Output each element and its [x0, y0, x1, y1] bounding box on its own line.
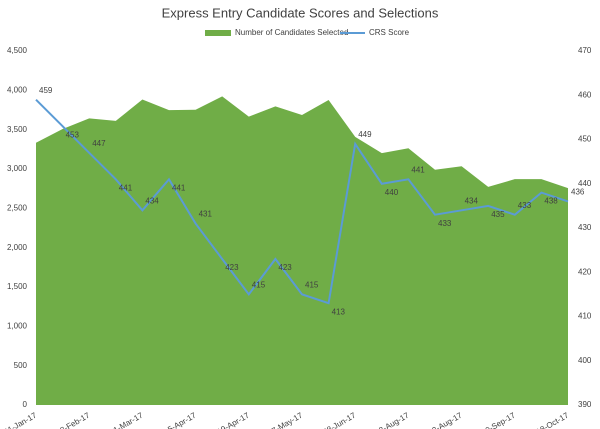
x-tick-label: 2-Aug-17 [377, 410, 410, 429]
x-tick-label: 1-Mar-17 [112, 410, 145, 429]
data-label: 447 [92, 139, 106, 148]
y-tick-label: 3,500 [7, 125, 28, 134]
data-label: 441 [119, 183, 133, 192]
data-label: 440 [385, 188, 399, 197]
y-tick-label: 2,500 [7, 203, 28, 212]
y2-tick-label: 450 [578, 135, 592, 144]
legend-label: CRS Score [369, 28, 410, 37]
data-label: 433 [518, 201, 532, 210]
y2-tick-label: 390 [578, 400, 592, 409]
y-tick-label: 500 [14, 361, 28, 370]
data-label: 431 [199, 210, 213, 219]
x-tick-label: 17-May-17 [266, 410, 304, 429]
y2-tick-label: 420 [578, 267, 592, 276]
data-label: 441 [411, 165, 425, 174]
x-tick-label: 23-Aug-17 [427, 410, 464, 429]
data-label: 433 [438, 219, 452, 228]
x-tick-label: 20-Sep-17 [480, 410, 517, 429]
data-label: 413 [332, 307, 346, 316]
y2-tick-label: 440 [578, 179, 592, 188]
legend-label: Number of Candidates Selected [235, 28, 348, 37]
data-label: 436 [571, 188, 585, 197]
data-label: 459 [39, 86, 53, 95]
y-tick-label: 1,500 [7, 282, 28, 291]
data-label: 415 [252, 280, 266, 289]
y-tick-label: 4,500 [7, 46, 28, 55]
data-label: 423 [278, 263, 292, 272]
x-tick-label: 5-Apr-17 [166, 410, 198, 429]
y2-tick-label: 460 [578, 90, 592, 99]
y-tick-label: 0 [23, 400, 28, 409]
y-tick-label: 3,000 [7, 164, 28, 173]
data-label: 438 [544, 197, 558, 206]
y2-tick-label: 410 [578, 312, 592, 321]
data-label: 435 [491, 210, 505, 219]
area [36, 96, 568, 406]
data-label: 434 [465, 196, 479, 205]
x-tick-label: 18-Oct-17 [535, 410, 571, 429]
data-label: 415 [305, 280, 319, 289]
data-label: 423 [225, 263, 239, 272]
legend-swatch [205, 30, 231, 36]
y-tick-label: 2,000 [7, 243, 28, 252]
x-tick-label: 11-Jan-17 [3, 410, 39, 429]
y-tick-label: 1,000 [7, 321, 28, 330]
y2-tick-label: 470 [578, 46, 592, 55]
x-tick-label: 28-Jun-17 [322, 410, 358, 429]
y-tick-label: 4,000 [7, 85, 28, 94]
y2-tick-label: 400 [578, 356, 592, 365]
data-label: 441 [172, 183, 186, 192]
y2-tick-label: 430 [578, 223, 592, 232]
line [35, 98, 569, 305]
data-label: 453 [66, 130, 80, 139]
x-tick-label: 19-Apr-17 [216, 410, 252, 429]
chart-title: Express Entry Candidate Scores and Selec… [162, 5, 439, 20]
data-label: 434 [145, 196, 159, 205]
data-label: 449 [358, 130, 372, 139]
x-tick-label: 8-Feb-17 [59, 410, 92, 429]
